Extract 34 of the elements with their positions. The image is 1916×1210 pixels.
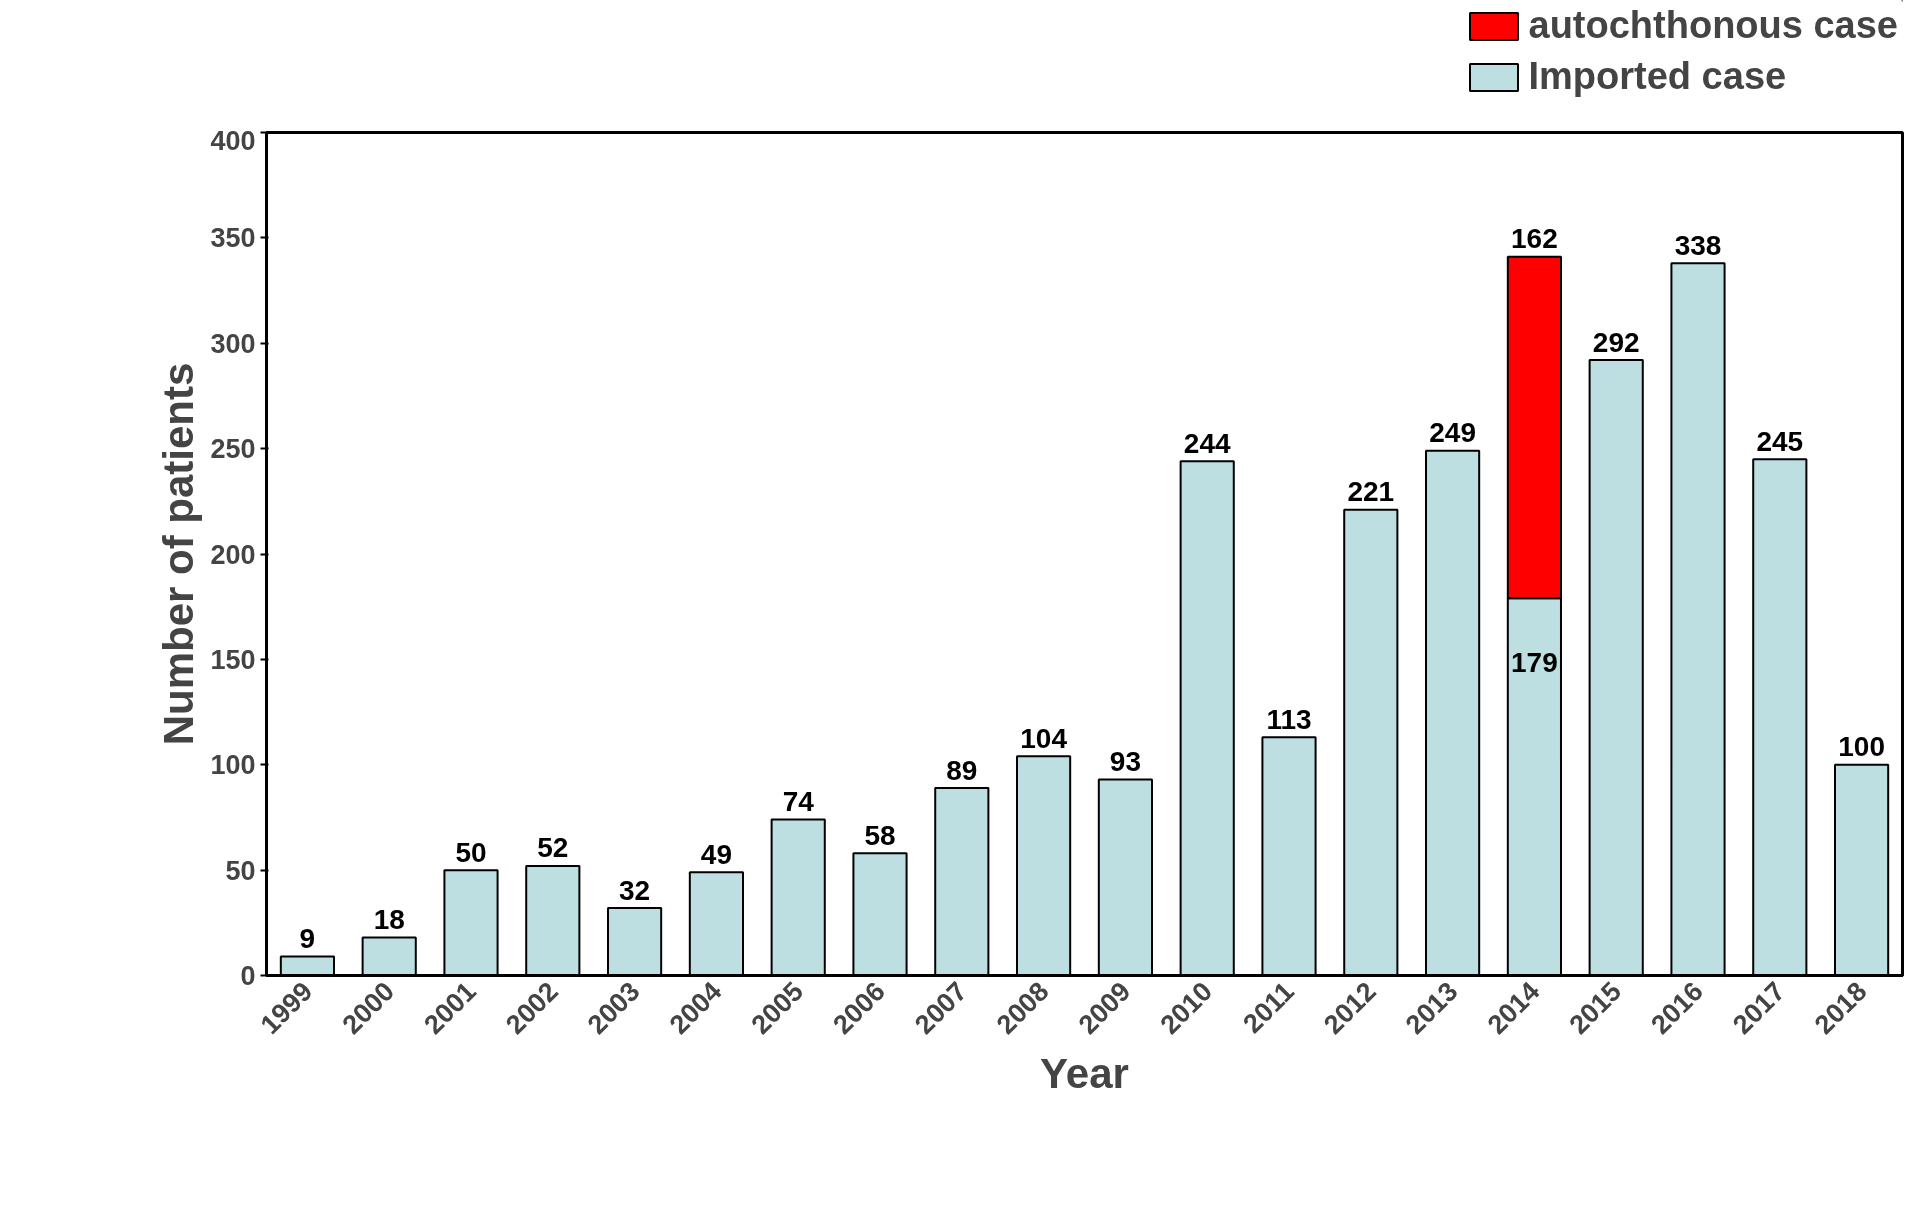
- legend-label: autochthonous case: [1528, 4, 1898, 47]
- data-label: 74: [782, 786, 815, 818]
- data-label: 52: [537, 832, 569, 864]
- y-tick-label: 300: [210, 328, 256, 359]
- y-tick-label: 100: [210, 750, 256, 781]
- y-tick-label: 0: [240, 961, 256, 991]
- data-label: 179: [1511, 647, 1558, 679]
- data-label: 113: [1266, 703, 1312, 735]
- legend-label: Imported case: [1528, 55, 1787, 98]
- y-axis-title: Number of patients: [155, 362, 203, 746]
- y-tick-label: 250: [210, 434, 256, 465]
- data-label: 93: [1109, 746, 1141, 778]
- data-label: 245: [1756, 425, 1804, 457]
- x-axis-title: Year: [1040, 1050, 1129, 1098]
- data-label: 292: [1592, 326, 1640, 358]
- data-label: 104: [1020, 722, 1068, 754]
- data-label: 162: [1511, 223, 1558, 255]
- data-label: 18: [373, 904, 405, 936]
- data-label: 249: [1429, 417, 1476, 449]
- data-label: 58: [864, 819, 896, 851]
- data-label: 49: [700, 838, 732, 870]
- data-label: 338: [1674, 229, 1722, 261]
- data-label: 32: [619, 874, 651, 906]
- data-label: 100: [1838, 731, 1885, 763]
- data-label: 221: [1347, 476, 1395, 508]
- y-tick-label: 350: [210, 223, 256, 254]
- data-label: 89: [946, 754, 978, 786]
- y-tick-label: 50: [225, 855, 256, 886]
- data-label: 50: [455, 836, 487, 868]
- y-tick-label: 150: [210, 644, 256, 675]
- data-label: 9: [299, 923, 316, 955]
- data-label: 244: [1183, 427, 1231, 459]
- y-tick-label: 400: [210, 125, 256, 156]
- y-tick-label: 200: [210, 539, 256, 570]
